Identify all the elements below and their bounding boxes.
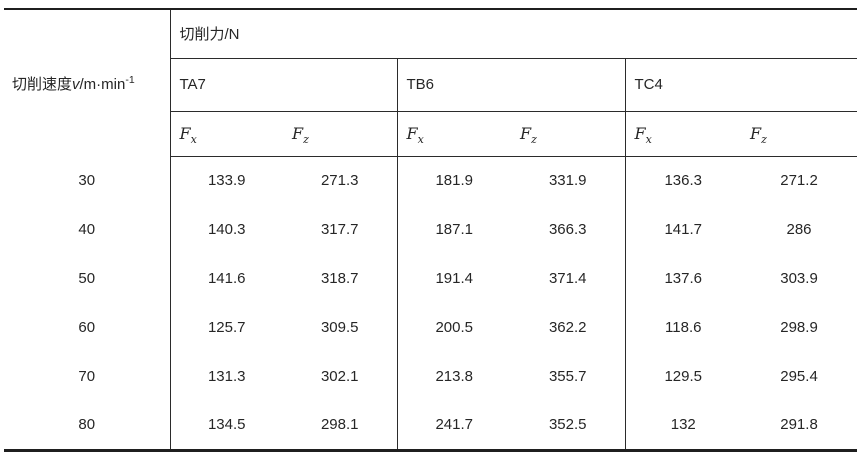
fx-header-tc4: Fx xyxy=(625,111,741,157)
force-value-cell: 141.6 xyxy=(207,270,246,287)
speed-cell: 80 xyxy=(4,401,171,450)
speed-cell: 50 xyxy=(4,254,171,303)
speed-cell: 60 xyxy=(4,303,171,352)
speed-cell: 40 xyxy=(4,205,171,254)
cutting-force-table-container: 切削速度v/m·min-1 切削力/N TA7 TB6 TC4 Fx Fz Fx… xyxy=(4,8,858,452)
fz-header-tb6: Fz xyxy=(511,111,626,157)
force-value-cell: 271.2 xyxy=(780,172,818,190)
fz-header-ta7: Fz xyxy=(283,111,398,157)
fz-symbol: Fz xyxy=(292,124,309,147)
force-value-cell: 141.7 xyxy=(664,221,703,238)
speed-cell: 70 xyxy=(4,352,171,401)
material-header-ta7: TA7 xyxy=(170,58,398,112)
force-value-cell: 131.3 xyxy=(207,368,246,385)
force-value-cell: 295.4 xyxy=(780,368,818,385)
force-value-cell: 303.9 xyxy=(780,270,818,287)
force-value-cell: 140.3 xyxy=(207,221,246,238)
force-value-cell: 200.5 xyxy=(435,319,474,336)
force-value-cell: 271.3 xyxy=(283,156,398,205)
fz-symbol: Fz xyxy=(750,124,767,147)
speed-header-cell: 切削速度v/m·min-1 xyxy=(4,9,171,156)
force-value-cell: 191.4 xyxy=(435,270,474,287)
table-row: 50 141.6 318.7 191.4 371.4 137.6 303.9 xyxy=(4,254,857,303)
fx-symbol: Fx xyxy=(406,124,424,147)
fz-header-tc4: Fz xyxy=(741,111,858,157)
force-value-cell: 137.6 xyxy=(664,270,703,287)
table-row: 80 134.5 298.1 241.7 352.5 132 291.8 xyxy=(4,401,857,450)
speed-exponent: -1 xyxy=(125,73,135,86)
force-value-cell: 241.7 xyxy=(435,416,474,434)
fz-symbol: Fz xyxy=(520,124,537,147)
force-value-cell: 366.3 xyxy=(511,205,626,254)
material-header-tc4: TC4 xyxy=(625,58,858,112)
fx-symbol: Fx xyxy=(634,124,652,147)
force-value-cell: 309.5 xyxy=(283,303,398,352)
force-value-cell: 302.1 xyxy=(283,352,398,401)
header-row-materials: TA7 TB6 TC4 xyxy=(4,58,858,112)
force-value-cell: 181.9 xyxy=(435,172,474,190)
force-value-cell: 317.7 xyxy=(283,205,398,254)
speed-cell: 30 xyxy=(4,156,171,205)
force-value-cell: 187.1 xyxy=(435,221,474,238)
force-value-cell: 133.9 xyxy=(207,172,246,190)
table-row: 30 133.9 271.3 181.9 331.9 136.3 271.2 xyxy=(4,156,857,205)
material-header-tb6: TB6 xyxy=(397,58,626,112)
table-row: 70 131.3 302.1 213.8 355.7 129.5 295.4 xyxy=(4,352,857,401)
force-value-cell: 134.5 xyxy=(207,416,246,434)
header-row-components: Fx Fz Fx Fz Fx Fz xyxy=(4,111,858,157)
speed-variable: v xyxy=(72,75,80,93)
header-row-force-title: 切削速度v/m·min-1 切削力/N xyxy=(4,9,858,156)
force-value-cell: 298.1 xyxy=(283,401,398,450)
force-value-cell: 352.5 xyxy=(511,401,626,450)
speed-header-text: 切削速度 xyxy=(12,75,73,93)
table-row: 60 125.7 309.5 200.5 362.2 118.6 298.9 xyxy=(4,303,857,352)
table-row: 40 140.3 317.7 187.1 366.3 141.7 286 xyxy=(4,205,857,254)
force-title-cell: 切削力/N xyxy=(170,9,858,59)
force-value-cell: 129.5 xyxy=(664,368,703,385)
force-value-cell: 331.9 xyxy=(511,156,626,205)
force-value-cell: 298.9 xyxy=(780,319,818,336)
force-value-cell: 136.3 xyxy=(664,172,703,190)
force-value-cell: 362.2 xyxy=(511,303,626,352)
force-value-cell: 286 xyxy=(786,221,812,238)
speed-unit: /m·min xyxy=(79,75,126,93)
fx-symbol: Fx xyxy=(179,124,197,147)
force-value-cell: 291.8 xyxy=(780,416,818,434)
force-value-cell: 355.7 xyxy=(511,352,626,401)
fx-header-tb6: Fx xyxy=(397,111,511,157)
cutting-force-table: 切削速度v/m·min-1 切削力/N TA7 TB6 TC4 Fx Fz Fx… xyxy=(4,8,858,452)
force-value-cell: 132 xyxy=(670,416,696,434)
force-value-cell: 125.7 xyxy=(207,319,246,336)
force-value-cell: 318.7 xyxy=(283,254,398,303)
force-value-cell: 118.6 xyxy=(665,319,702,336)
force-value-cell: 371.4 xyxy=(511,254,626,303)
force-value-cell: 213.8 xyxy=(435,368,474,385)
fx-header-ta7: Fx xyxy=(170,111,283,157)
